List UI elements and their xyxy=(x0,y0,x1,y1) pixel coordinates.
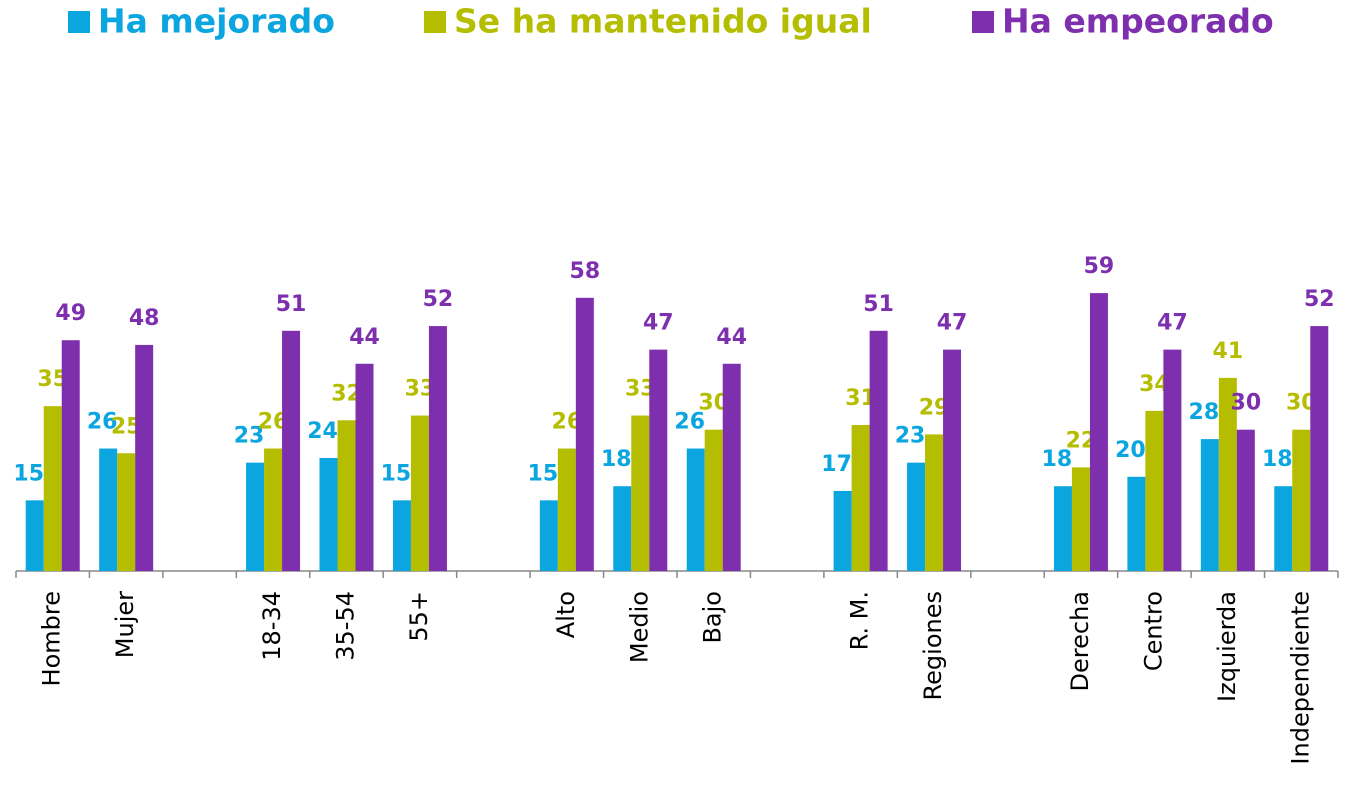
legend-swatch xyxy=(68,11,90,33)
bar xyxy=(851,424,870,571)
value-label: 48 xyxy=(129,306,160,331)
value-label: 20 xyxy=(1115,438,1146,463)
legend-swatch xyxy=(972,11,994,33)
value-label: 24 xyxy=(307,419,338,444)
bar xyxy=(1236,429,1255,571)
bar xyxy=(869,330,888,571)
legend-label: Se ha mantenido igual xyxy=(454,2,872,41)
bar xyxy=(319,457,338,571)
value-label: 30 xyxy=(1231,391,1262,416)
value-label: 44 xyxy=(349,325,380,350)
bar xyxy=(1127,476,1146,571)
bar xyxy=(1292,429,1311,571)
value-label: 47 xyxy=(1157,311,1188,336)
bar xyxy=(1310,326,1329,571)
bar xyxy=(1274,486,1293,571)
bar xyxy=(117,453,136,571)
bar xyxy=(246,462,265,571)
bar xyxy=(613,486,632,571)
bar xyxy=(410,415,429,571)
bar xyxy=(1071,467,1090,571)
x-tick-label: 18-34 xyxy=(258,591,286,661)
value-label: 47 xyxy=(643,311,674,336)
bar xyxy=(557,448,576,571)
bar xyxy=(686,448,705,571)
bar xyxy=(43,406,62,571)
value-label: 26 xyxy=(87,410,118,435)
x-tick-label: R. M. xyxy=(846,591,874,650)
value-label: 26 xyxy=(674,410,705,435)
value-label: 23 xyxy=(234,424,265,449)
x-tick-label: Bajo xyxy=(699,591,727,644)
value-label: 51 xyxy=(276,292,307,317)
bar xyxy=(649,349,668,571)
bar xyxy=(1200,439,1219,571)
value-label: 15 xyxy=(13,461,44,486)
x-tick-label: Medio xyxy=(625,591,653,663)
bar xyxy=(1218,377,1237,571)
bar xyxy=(833,490,852,571)
bar xyxy=(392,500,411,571)
bar xyxy=(135,344,154,571)
bar xyxy=(925,434,944,571)
value-label: 52 xyxy=(423,287,454,312)
value-label: 47 xyxy=(937,311,968,336)
bar xyxy=(99,448,118,571)
legend-label: Ha mejorado xyxy=(98,2,335,41)
legend-swatch xyxy=(424,11,446,33)
bar xyxy=(25,500,44,571)
value-label: 18 xyxy=(601,447,632,472)
value-label: 15 xyxy=(381,461,412,486)
value-label: 58 xyxy=(570,259,601,284)
x-tick-label: Centro xyxy=(1139,591,1167,671)
bar xyxy=(355,363,374,571)
value-label: 23 xyxy=(895,424,926,449)
value-label: 41 xyxy=(1213,339,1244,364)
bar xyxy=(337,420,356,571)
bar xyxy=(1089,293,1108,571)
x-tick-label: 35-54 xyxy=(332,591,360,661)
x-tick-label: Alto xyxy=(552,591,580,638)
x-tick-label: Independiente xyxy=(1286,591,1314,765)
legend-label: Ha empeorado xyxy=(1002,2,1274,41)
bar xyxy=(943,349,962,571)
bar xyxy=(704,429,723,571)
x-tick-label: 55+ xyxy=(405,591,433,642)
value-label: 49 xyxy=(55,301,86,326)
bar xyxy=(428,326,447,571)
value-label: 28 xyxy=(1189,400,1220,425)
bar xyxy=(264,448,283,571)
value-label: 51 xyxy=(863,292,894,317)
x-tick-label: Regiones xyxy=(919,591,947,700)
bar xyxy=(61,340,80,571)
bar xyxy=(1053,486,1072,571)
value-label: 44 xyxy=(716,325,747,350)
value-label: 17 xyxy=(821,452,852,477)
bar xyxy=(575,297,594,571)
bar xyxy=(539,500,558,571)
value-label: 18 xyxy=(1042,447,1073,472)
bar xyxy=(1145,410,1164,571)
bar xyxy=(1163,349,1182,571)
bar xyxy=(282,330,301,571)
value-label: 52 xyxy=(1304,287,1335,312)
value-label: 59 xyxy=(1084,254,1115,279)
x-tick-label: Izquierda xyxy=(1213,591,1241,702)
x-tick-label: Mujer xyxy=(111,591,139,658)
x-tick-label: Hombre xyxy=(38,591,66,686)
value-label: 15 xyxy=(528,461,559,486)
bar xyxy=(631,415,650,571)
bar xyxy=(722,363,741,571)
x-tick-label: Derecha xyxy=(1066,591,1094,691)
value-label: 18 xyxy=(1262,447,1293,472)
bar xyxy=(907,462,926,571)
